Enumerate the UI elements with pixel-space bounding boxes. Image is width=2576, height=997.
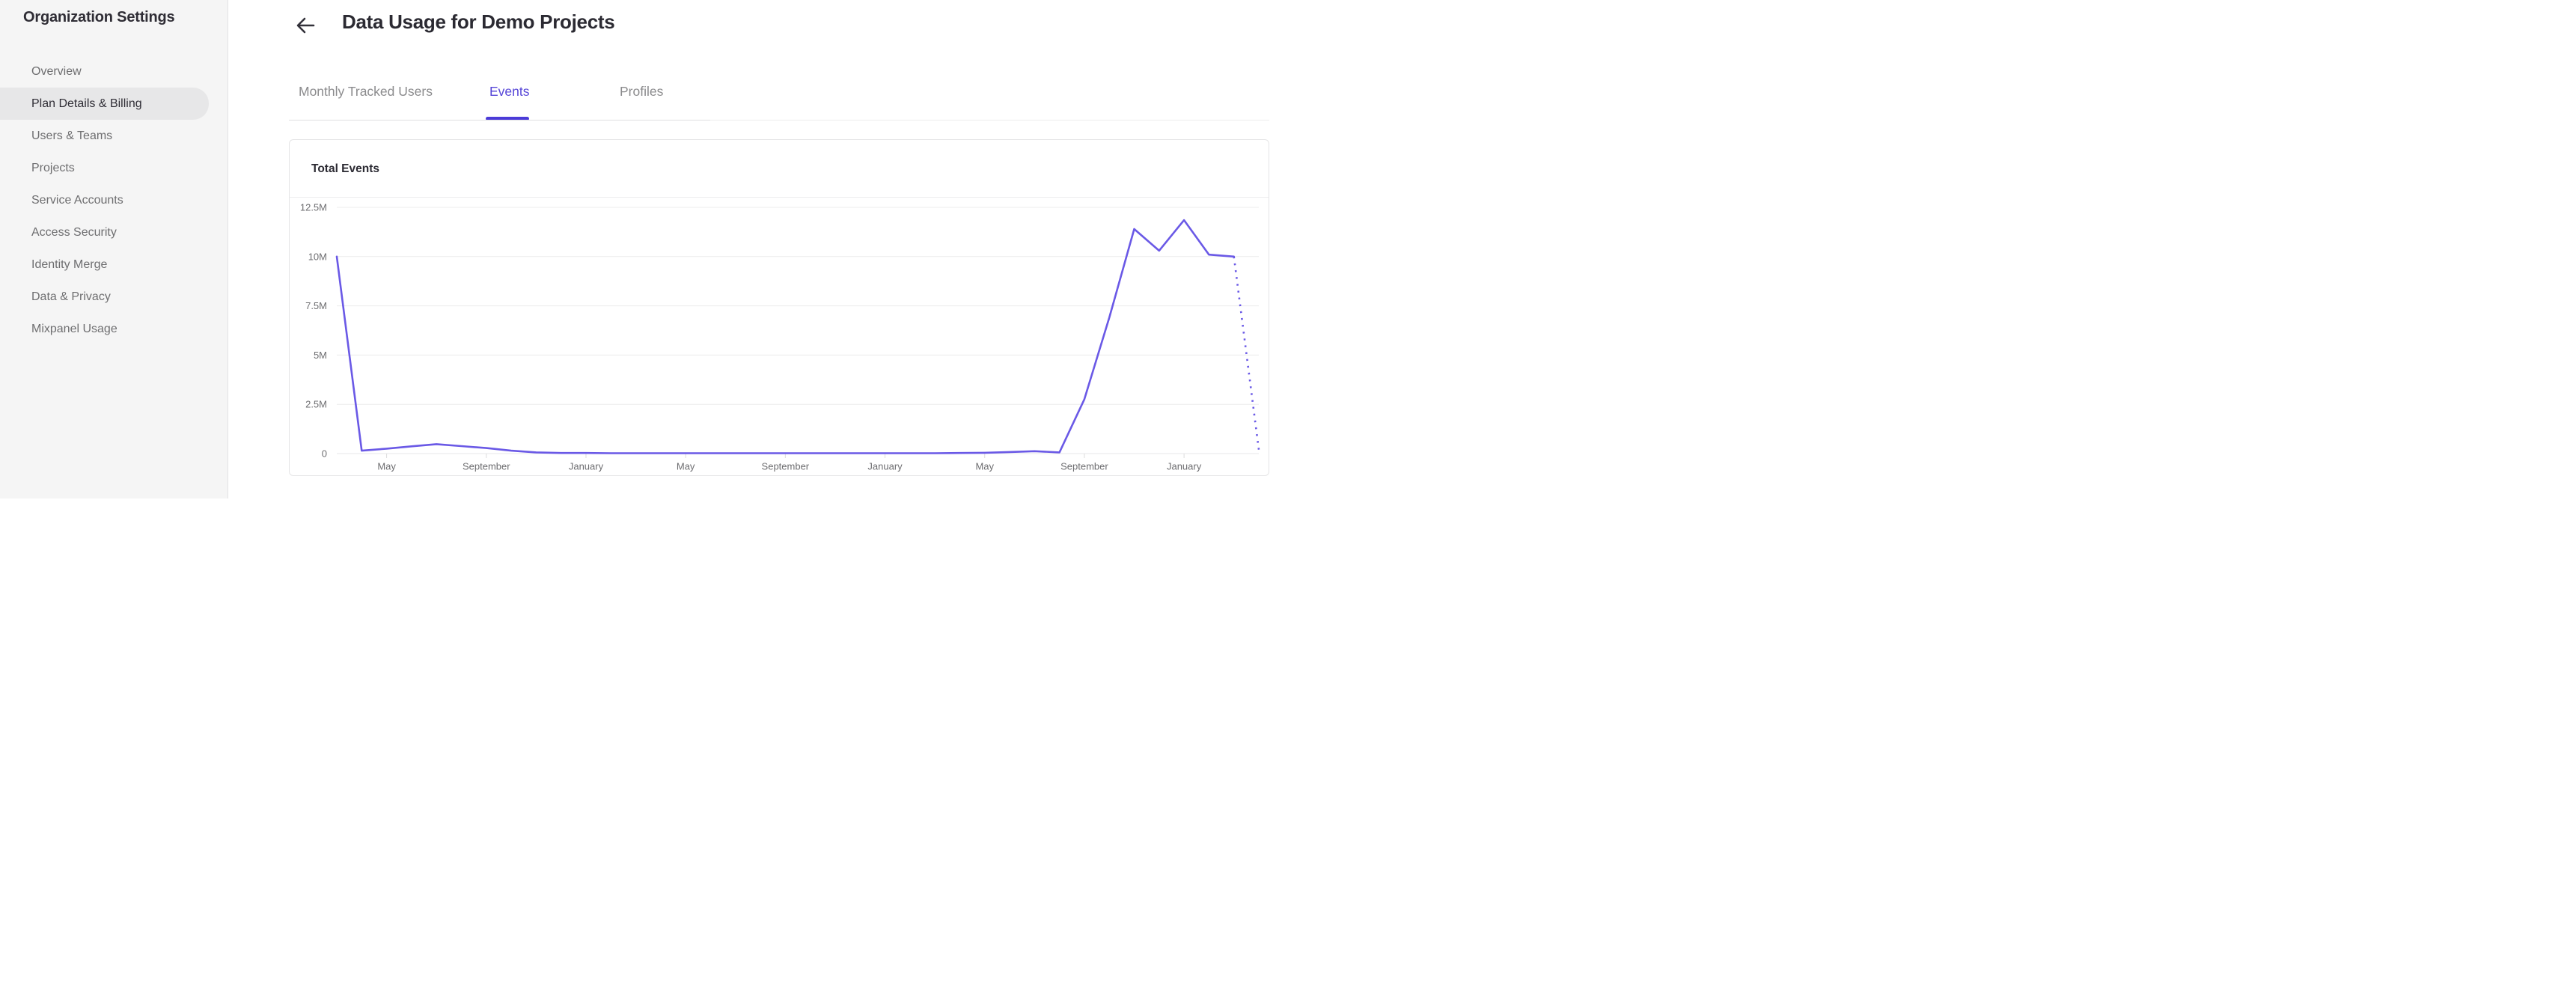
x-axis-label: September (1060, 461, 1108, 472)
y-axis-label: 0 (322, 448, 327, 460)
sidebar-nav: Overview Plan Details & Billing Users & … (0, 55, 228, 345)
tab-profiles[interactable]: Profiles (620, 84, 664, 99)
page-title: Data Usage for Demo Projects (342, 10, 615, 33)
y-axis-label: 12.5M (300, 202, 327, 213)
y-axis-label: 10M (308, 251, 327, 262)
main-content: Data Usage for Demo Projects Monthly Tra… (228, 0, 1288, 498)
x-axis-label: January (569, 461, 604, 472)
sidebar-item-identity-merge[interactable]: Identity Merge (31, 258, 108, 271)
sidebar-title: Organization Settings (23, 9, 175, 25)
y-axis-label: 7.5M (305, 300, 327, 311)
sidebar-item-projects[interactable]: Projects (31, 162, 75, 174)
left-arrow-icon (296, 17, 315, 37)
x-axis-label: September (463, 461, 510, 472)
x-axis-label: September (762, 461, 810, 472)
sidebar-item-overview[interactable]: Overview (31, 65, 82, 78)
tabs-divider (289, 120, 1269, 121)
x-axis-label: January (1167, 461, 1202, 472)
card-title: Total Events (311, 162, 380, 175)
back-button[interactable] (293, 15, 318, 37)
sidebar-item-access-security[interactable]: Access Security (31, 226, 117, 239)
sidebar-item-mixpanel-usage[interactable]: Mixpanel Usage (31, 323, 117, 335)
events-line (335, 219, 1235, 454)
card-header-divider (290, 197, 1269, 198)
x-axis-label: January (867, 461, 903, 472)
sidebar-item-data-privacy[interactable]: Data & Privacy (31, 290, 111, 303)
tab-monthly-tracked-users[interactable]: Monthly Tracked Users (299, 84, 433, 99)
x-axis-label: May (377, 461, 396, 472)
x-axis-label: May (677, 461, 695, 472)
sidebar: Organization Settings Overview Plan Deta… (0, 0, 228, 498)
sidebar-item-plan-details-billing[interactable]: Plan Details & Billing (0, 88, 209, 120)
sidebar-item-service-accounts[interactable]: Service Accounts (31, 194, 123, 207)
total-events-card: Total Events 0 2.5M 5M 7.5M 10M 12.5M May Septe… (289, 139, 1269, 476)
events-line-projection (1233, 256, 1260, 450)
y-axis-label: 2.5M (305, 399, 327, 410)
tab-bar: Monthly Tracked Users Events Profiles (228, 84, 1288, 121)
tab-events[interactable]: Events (489, 84, 530, 99)
y-axis-label: 5M (314, 350, 327, 361)
sidebar-item-users-teams[interactable]: Users & Teams (31, 129, 113, 142)
x-axis-label: May (975, 461, 994, 472)
total-events-chart: 0 2.5M 5M 7.5M 10M 12.5M May September January Ma… (300, 202, 1260, 472)
active-tab-underline (486, 117, 529, 121)
